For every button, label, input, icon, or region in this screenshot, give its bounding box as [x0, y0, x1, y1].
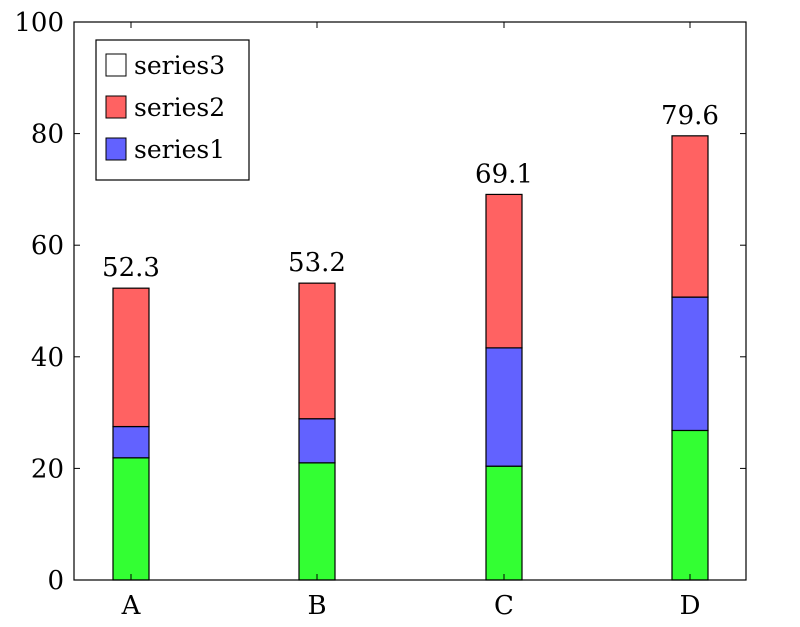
bar-A-series0: [112, 457, 150, 581]
bars-layer: [112, 135, 709, 581]
y-tick-label: 40: [31, 343, 64, 373]
legend: series3 series2 series1: [95, 39, 250, 181]
bar-A-series2: [112, 287, 150, 428]
x-tick-label-A: A: [121, 591, 142, 621]
axes-layer: 0 20 40 60 80 100 A B C D: [14, 8, 747, 621]
y-tick-label: 20: [31, 454, 64, 484]
legend-label-series1: series1: [134, 135, 225, 164]
plot-frame: [73, 21, 747, 581]
y-tick-label: 0: [47, 566, 64, 596]
legend-label-series2: series2: [134, 93, 225, 122]
bar-D-series1: [671, 296, 709, 432]
total-label-C: 69.1: [475, 159, 533, 189]
x-tick-label-D: D: [680, 591, 701, 621]
bar-C-series0: [485, 465, 523, 581]
y-tick-label: 100: [14, 8, 64, 38]
legend-swatch-series3: [105, 53, 127, 77]
bar-C-series1: [485, 347, 523, 467]
legend-label-series3: series3: [134, 51, 225, 80]
bar-C-series2: [485, 193, 523, 349]
bar-B-series2: [298, 282, 336, 420]
y-tick-label: 60: [31, 231, 64, 261]
bar-D-series0: [671, 429, 709, 581]
x-tick-label-B: B: [307, 591, 326, 621]
y-tick-label: 80: [31, 120, 64, 150]
x-tick-label-C: C: [494, 591, 514, 621]
legend-swatch-series1: [105, 137, 127, 161]
total-label-A: 52.3: [102, 253, 160, 283]
total-label-B: 53.2: [288, 248, 346, 278]
bar-D-series2: [671, 135, 709, 298]
bar-A-series1: [112, 425, 150, 459]
total-label-D: 79.6: [661, 101, 719, 131]
legend-swatch-series2: [105, 95, 127, 119]
labels-layer: 52.3 53.2 69.1 79.6: [102, 101, 719, 283]
bar-B-series1: [298, 418, 336, 464]
bar-B-series0: [298, 462, 336, 581]
